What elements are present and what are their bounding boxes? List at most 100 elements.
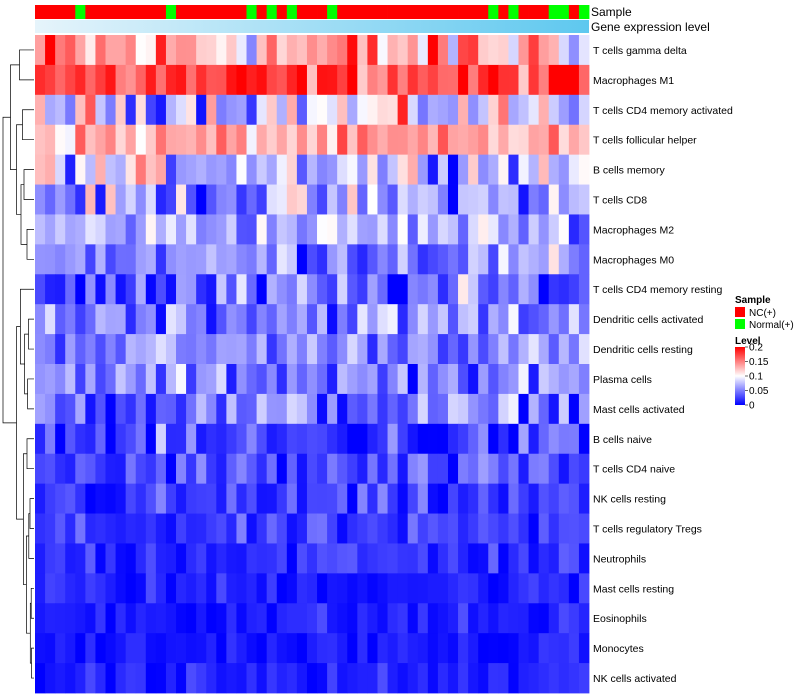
heatmap-cell xyxy=(306,364,318,395)
heatmap-cell xyxy=(357,124,368,156)
heatmap-cell xyxy=(246,573,257,604)
heatmap-cell xyxy=(508,94,519,126)
heatmap-cell xyxy=(367,274,378,305)
heatmap-cell xyxy=(65,244,76,275)
heatmap-cell xyxy=(347,64,358,96)
heatmap-cell xyxy=(437,543,449,574)
heatmap-cell xyxy=(266,513,278,544)
heatmap-cell xyxy=(347,453,358,485)
heatmap-cell xyxy=(186,393,197,425)
heatmap-cell xyxy=(65,633,76,664)
heatmap-cell xyxy=(468,663,479,694)
heatmap-cell xyxy=(105,35,116,66)
sample-annotation-cell xyxy=(447,5,459,19)
heatmap-cell xyxy=(55,214,66,245)
heatmap-cell xyxy=(196,364,207,395)
heatmap-cell xyxy=(115,274,127,305)
heatmap-cell xyxy=(276,94,288,126)
heatmap-cell xyxy=(226,124,237,156)
heatmap-cell xyxy=(528,453,540,485)
heatmap-cell xyxy=(568,274,580,305)
heatmap-cell xyxy=(407,364,419,395)
heatmap-cell xyxy=(296,35,308,66)
heatmap-cell xyxy=(85,364,96,395)
heatmap-cell xyxy=(508,304,519,335)
heatmap-cell xyxy=(508,274,519,305)
heatmap-cell xyxy=(165,423,177,455)
heatmap-cell xyxy=(246,124,257,156)
heatmap-cell xyxy=(266,483,278,514)
heatmap-cell xyxy=(155,633,167,664)
heatmap-cell xyxy=(447,214,459,245)
heatmap-cell xyxy=(115,184,127,215)
heatmap-cell xyxy=(216,393,227,425)
heatmap-cell xyxy=(246,633,257,664)
heatmap-cell xyxy=(196,603,207,634)
heatmap-cell xyxy=(437,453,449,485)
row-label: B cells naive xyxy=(593,434,652,446)
heatmap-cell xyxy=(578,124,590,156)
heatmap-cell xyxy=(317,184,328,215)
heatmap-cell xyxy=(498,64,509,96)
heatmap-cell xyxy=(367,543,378,574)
heatmap-cell xyxy=(135,154,147,185)
heatmap-cell xyxy=(478,603,489,634)
heatmap-cell xyxy=(317,154,328,185)
heatmap-cell xyxy=(145,364,157,395)
heatmap-cell xyxy=(468,154,479,185)
heatmap-cell xyxy=(276,35,288,66)
heatmap-cell xyxy=(266,423,278,455)
heatmap-cell xyxy=(468,483,479,514)
heatmap-cell xyxy=(95,124,106,156)
heatmap-cell xyxy=(417,214,429,245)
heatmap-cell xyxy=(276,64,288,96)
heatmap-cell xyxy=(35,453,46,485)
heatmap-cell xyxy=(548,35,560,66)
heatmap-cell xyxy=(367,603,378,634)
heatmap-cell xyxy=(226,453,237,485)
heatmap-cell xyxy=(246,483,257,514)
heatmap-cell xyxy=(347,274,358,305)
heatmap-cell xyxy=(276,663,288,694)
heatmap-cell xyxy=(286,184,298,215)
heatmap-cell xyxy=(236,393,247,425)
heatmap-cell xyxy=(226,35,237,66)
heatmap-cell xyxy=(367,214,378,245)
heatmap-cell xyxy=(387,244,399,275)
heatmap-cell xyxy=(145,663,157,694)
heatmap-cell xyxy=(125,184,137,215)
heatmap-cell xyxy=(135,633,147,664)
heatmap-cell xyxy=(437,603,449,634)
heatmap-cell xyxy=(538,543,550,574)
heatmap-cell xyxy=(125,663,137,694)
heatmap-cell xyxy=(266,393,278,425)
heatmap-cell xyxy=(256,513,268,544)
heatmap-cell xyxy=(407,513,419,544)
heatmap-cell xyxy=(367,304,378,335)
heatmap-cell xyxy=(35,244,46,275)
heatmap-cell xyxy=(75,453,86,485)
heatmap-cell xyxy=(377,64,388,96)
heatmap-cell xyxy=(276,364,288,395)
heatmap-cell xyxy=(35,154,46,185)
legend: Sample NC(+) Normal(+) Level 0.20.150.10… xyxy=(735,295,794,412)
heatmap-cell xyxy=(155,35,167,66)
heatmap-cell xyxy=(498,663,509,694)
heatmap-cell xyxy=(558,573,570,604)
heatmap-cell xyxy=(226,543,237,574)
heatmap-cell xyxy=(65,64,76,96)
heatmap-cell xyxy=(75,573,86,604)
heatmap-cell xyxy=(276,633,288,664)
heatmap-cell xyxy=(155,453,167,485)
heatmap-cell xyxy=(65,453,76,485)
heatmap-cell xyxy=(447,453,459,485)
heatmap-cell xyxy=(528,633,540,664)
heatmap-cell xyxy=(528,64,540,96)
heatmap-cell xyxy=(367,184,378,215)
heatmap-cell xyxy=(216,184,227,215)
heatmap-cell xyxy=(417,244,429,275)
dendrogram-branch xyxy=(26,535,31,634)
heatmap-cell xyxy=(488,453,499,485)
heatmap-cell xyxy=(458,244,469,275)
heatmap-cell xyxy=(306,64,318,96)
